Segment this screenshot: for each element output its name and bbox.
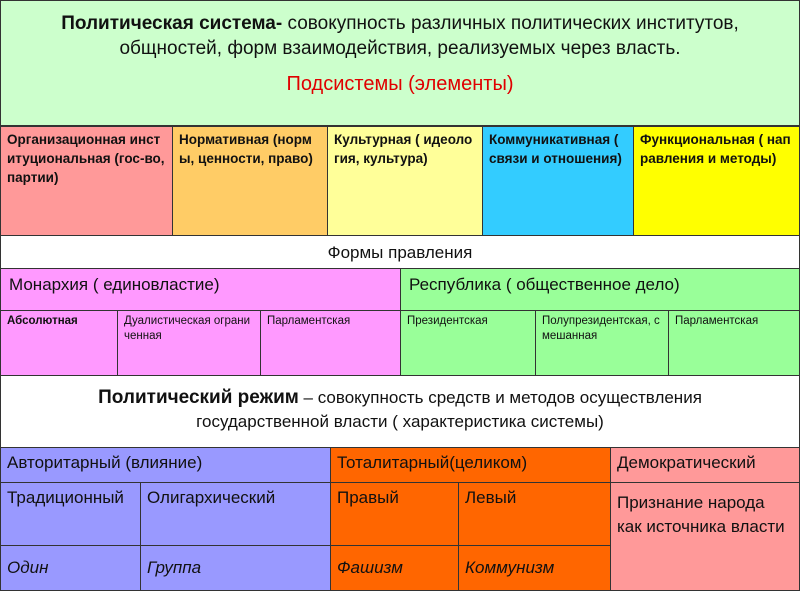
regime-example: Группа bbox=[140, 545, 331, 591]
subsystem: Коммуникативная ( связи и отношения) bbox=[482, 126, 634, 236]
monarchy-type: Парламентская bbox=[260, 310, 401, 376]
regime-type: Тоталитарный(целиком) bbox=[330, 447, 611, 483]
subtitle: Подсистемы (элементы) bbox=[286, 73, 514, 95]
regime-kind: Левый bbox=[458, 482, 611, 546]
republic-type: Полупрезидентская, смешанная bbox=[535, 310, 669, 376]
monarchy-type: Абсолютная bbox=[0, 310, 118, 376]
regime-example: Один bbox=[0, 545, 141, 591]
regime-example: Фашизм bbox=[330, 545, 459, 591]
title-rest: совокупность различных политических инст… bbox=[119, 13, 739, 59]
regime-kind: Правый bbox=[330, 482, 459, 546]
regime-kind: Традиционный bbox=[0, 482, 141, 546]
regime-example: Коммунизм bbox=[458, 545, 611, 591]
header: Политическая система- совокупность разли… bbox=[0, 0, 800, 126]
title-bold: Политическая система- bbox=[61, 13, 283, 34]
monarchy: Монархия ( единовластие) bbox=[0, 268, 401, 311]
republic-type: Президентская bbox=[400, 310, 536, 376]
subsystem: Функциональная ( направления и методы) bbox=[633, 126, 800, 236]
regime-heading: Политический режим – совокупность средст… bbox=[0, 375, 800, 448]
subsystem: Нормативная (нормы, ценности, право) bbox=[172, 126, 328, 236]
monarchy-type: Дуалистическая ограниченная bbox=[117, 310, 261, 376]
forms-heading: Формы правления bbox=[0, 235, 800, 269]
header-title: Политическая система- совокупность разли… bbox=[11, 11, 789, 61]
regime-title-bold: Политический режим bbox=[98, 387, 299, 408]
subsystem: Культурная ( идеология, культура) bbox=[327, 126, 483, 236]
regime-type: Демократический bbox=[610, 447, 800, 483]
democratic-description: Признание народа как источника власти bbox=[610, 482, 800, 591]
subsystem: Организационная институциональная (гос-в… bbox=[0, 126, 173, 236]
regime-kind: Олигархический bbox=[140, 482, 331, 546]
republic-type: Парламентская bbox=[668, 310, 800, 376]
regime-type: Авторитарный (влияние) bbox=[0, 447, 331, 483]
regime-title-rest: – совокупность средств и методов осущест… bbox=[196, 388, 702, 431]
republic: Республика ( общественное дело) bbox=[400, 268, 800, 311]
